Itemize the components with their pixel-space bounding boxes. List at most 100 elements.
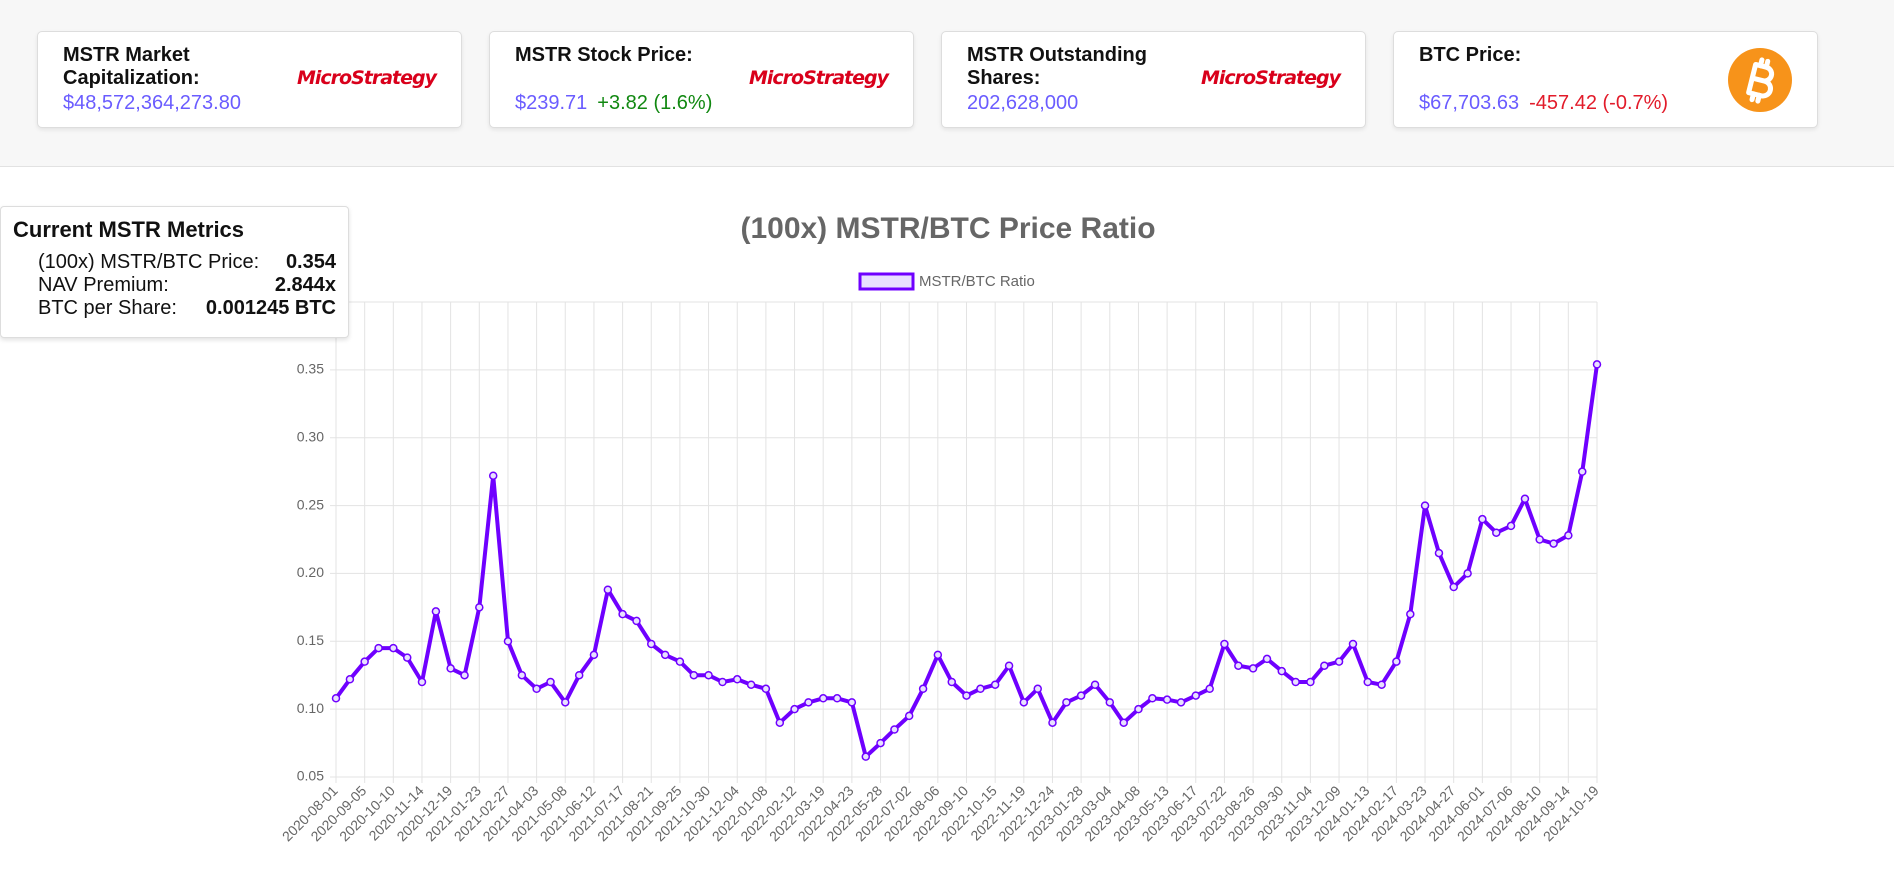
data-point xyxy=(589,650,599,660)
card-value: $239.71 xyxy=(515,92,588,114)
data-point xyxy=(1205,684,1214,694)
data-point xyxy=(1420,501,1430,510)
data-point xyxy=(990,680,1000,689)
shares-card: MSTR Outstanding Shares: 202,628,000 Mic… xyxy=(941,31,1366,128)
data-point xyxy=(488,471,498,480)
data-point xyxy=(1406,609,1415,619)
data-point xyxy=(890,725,899,734)
data-point xyxy=(1363,677,1372,687)
data-point xyxy=(460,670,469,680)
data-point xyxy=(1090,680,1100,689)
metric-label: NAV Premium: xyxy=(38,274,169,296)
data-point xyxy=(561,698,570,707)
data-point xyxy=(1220,639,1229,649)
data-point xyxy=(1535,535,1544,544)
data-point xyxy=(1076,691,1086,700)
data-point xyxy=(1306,677,1315,687)
metric-row: BTC per Share: 0.001245 BTC xyxy=(13,297,336,320)
data-point xyxy=(402,653,412,662)
data-point xyxy=(574,670,584,680)
data-point xyxy=(660,650,670,660)
legend-swatch[interactable] xyxy=(858,272,915,291)
y-tick-label: 0.35 xyxy=(297,361,324,377)
data-point xyxy=(804,698,813,707)
y-tick-label: 0.05 xyxy=(297,768,324,784)
card-value-row: $239.71 +3.82 (1.6%) xyxy=(515,92,712,115)
data-point xyxy=(389,643,398,653)
data-point xyxy=(1162,695,1172,704)
data-point xyxy=(1578,467,1587,476)
data-point xyxy=(704,670,713,680)
data-point xyxy=(1463,569,1472,578)
data-point xyxy=(1019,698,1029,707)
data-point xyxy=(1105,698,1115,707)
metrics-panel: Current MSTR Metrics (100x) MSTR/BTC Pri… xyxy=(0,206,349,338)
data-point xyxy=(1134,704,1143,714)
data-point xyxy=(647,639,656,649)
logo: MicroStrategy xyxy=(1200,67,1341,89)
data-point xyxy=(861,752,871,761)
data-point xyxy=(1478,514,1487,524)
data-point xyxy=(1004,661,1014,670)
data-point xyxy=(1119,718,1128,727)
card-value: 202,628,000 xyxy=(967,92,1079,114)
data-point xyxy=(331,694,341,703)
data-point xyxy=(675,657,685,666)
data-point xyxy=(689,670,699,680)
y-tick-label: 0.20 xyxy=(297,564,324,580)
data-point xyxy=(1377,680,1386,689)
data-point xyxy=(962,691,971,700)
card-title: MSTR Market Capitalization: xyxy=(63,44,200,89)
chart-title: (100x) MSTR/BTC Price Ratio xyxy=(740,212,1155,245)
metric-value: 0.354 xyxy=(285,251,336,273)
data-point xyxy=(1492,528,1501,537)
data-point xyxy=(345,675,355,684)
data-point xyxy=(1234,661,1243,670)
data-point xyxy=(775,718,785,727)
y-tick-label: 0.25 xyxy=(297,496,324,512)
metric-value: 2.844x xyxy=(274,274,336,296)
market-cap-card: MSTR Market Capitalization: $48,572,364,… xyxy=(37,31,462,128)
legend-label[interactable]: MSTR/BTC Ratio xyxy=(919,273,1035,290)
data-point xyxy=(1048,718,1057,727)
data-point xyxy=(1564,531,1573,540)
data-point xyxy=(546,677,555,687)
data-point xyxy=(1434,548,1444,558)
data-point xyxy=(847,698,857,707)
metric-row: (100x) MSTR/BTC Price: 0.354 xyxy=(13,251,336,274)
card-title: MSTR Outstanding Shares: xyxy=(967,44,1147,89)
data-point xyxy=(603,585,613,594)
data-point xyxy=(1262,654,1272,664)
data-point xyxy=(933,650,943,660)
card-value: $48,572,364,273.80 xyxy=(63,92,241,114)
data-point xyxy=(1392,657,1401,666)
data-point xyxy=(1320,661,1329,670)
metric-row: NAV Premium: 2.844x xyxy=(13,274,336,297)
data-point xyxy=(1592,360,1602,369)
data-point xyxy=(1191,691,1201,700)
logo: MicroStrategy xyxy=(748,67,889,89)
y-tick-label: 0.15 xyxy=(297,632,324,648)
data-point xyxy=(1176,698,1186,707)
card-value-row: $67,703.63 -457.42 (-0.7%) xyxy=(1419,92,1668,115)
card-title: MSTR Stock Price: xyxy=(515,44,693,66)
btc-icon xyxy=(1728,48,1792,112)
y-tick-label: 0.30 xyxy=(297,428,324,444)
data-point xyxy=(1334,657,1344,666)
data-point xyxy=(1520,494,1530,504)
data-point xyxy=(1449,582,1458,592)
data-point xyxy=(790,704,799,714)
data-point xyxy=(904,711,914,721)
data-point xyxy=(475,603,484,612)
data-point xyxy=(918,684,928,694)
data-point xyxy=(1348,639,1358,649)
data-point xyxy=(761,684,771,694)
metric-label: BTC per Share: xyxy=(38,297,177,319)
stock-price-card: MSTR Stock Price: $239.71 +3.82 (1.6%) Mi… xyxy=(489,31,914,128)
data-point xyxy=(832,694,842,703)
metric-label: (100x) MSTR/BTC Price: xyxy=(38,251,260,273)
data-point xyxy=(431,607,441,616)
card-change: -457.42 (-0.7%) xyxy=(1529,92,1669,114)
data-point xyxy=(360,657,369,666)
